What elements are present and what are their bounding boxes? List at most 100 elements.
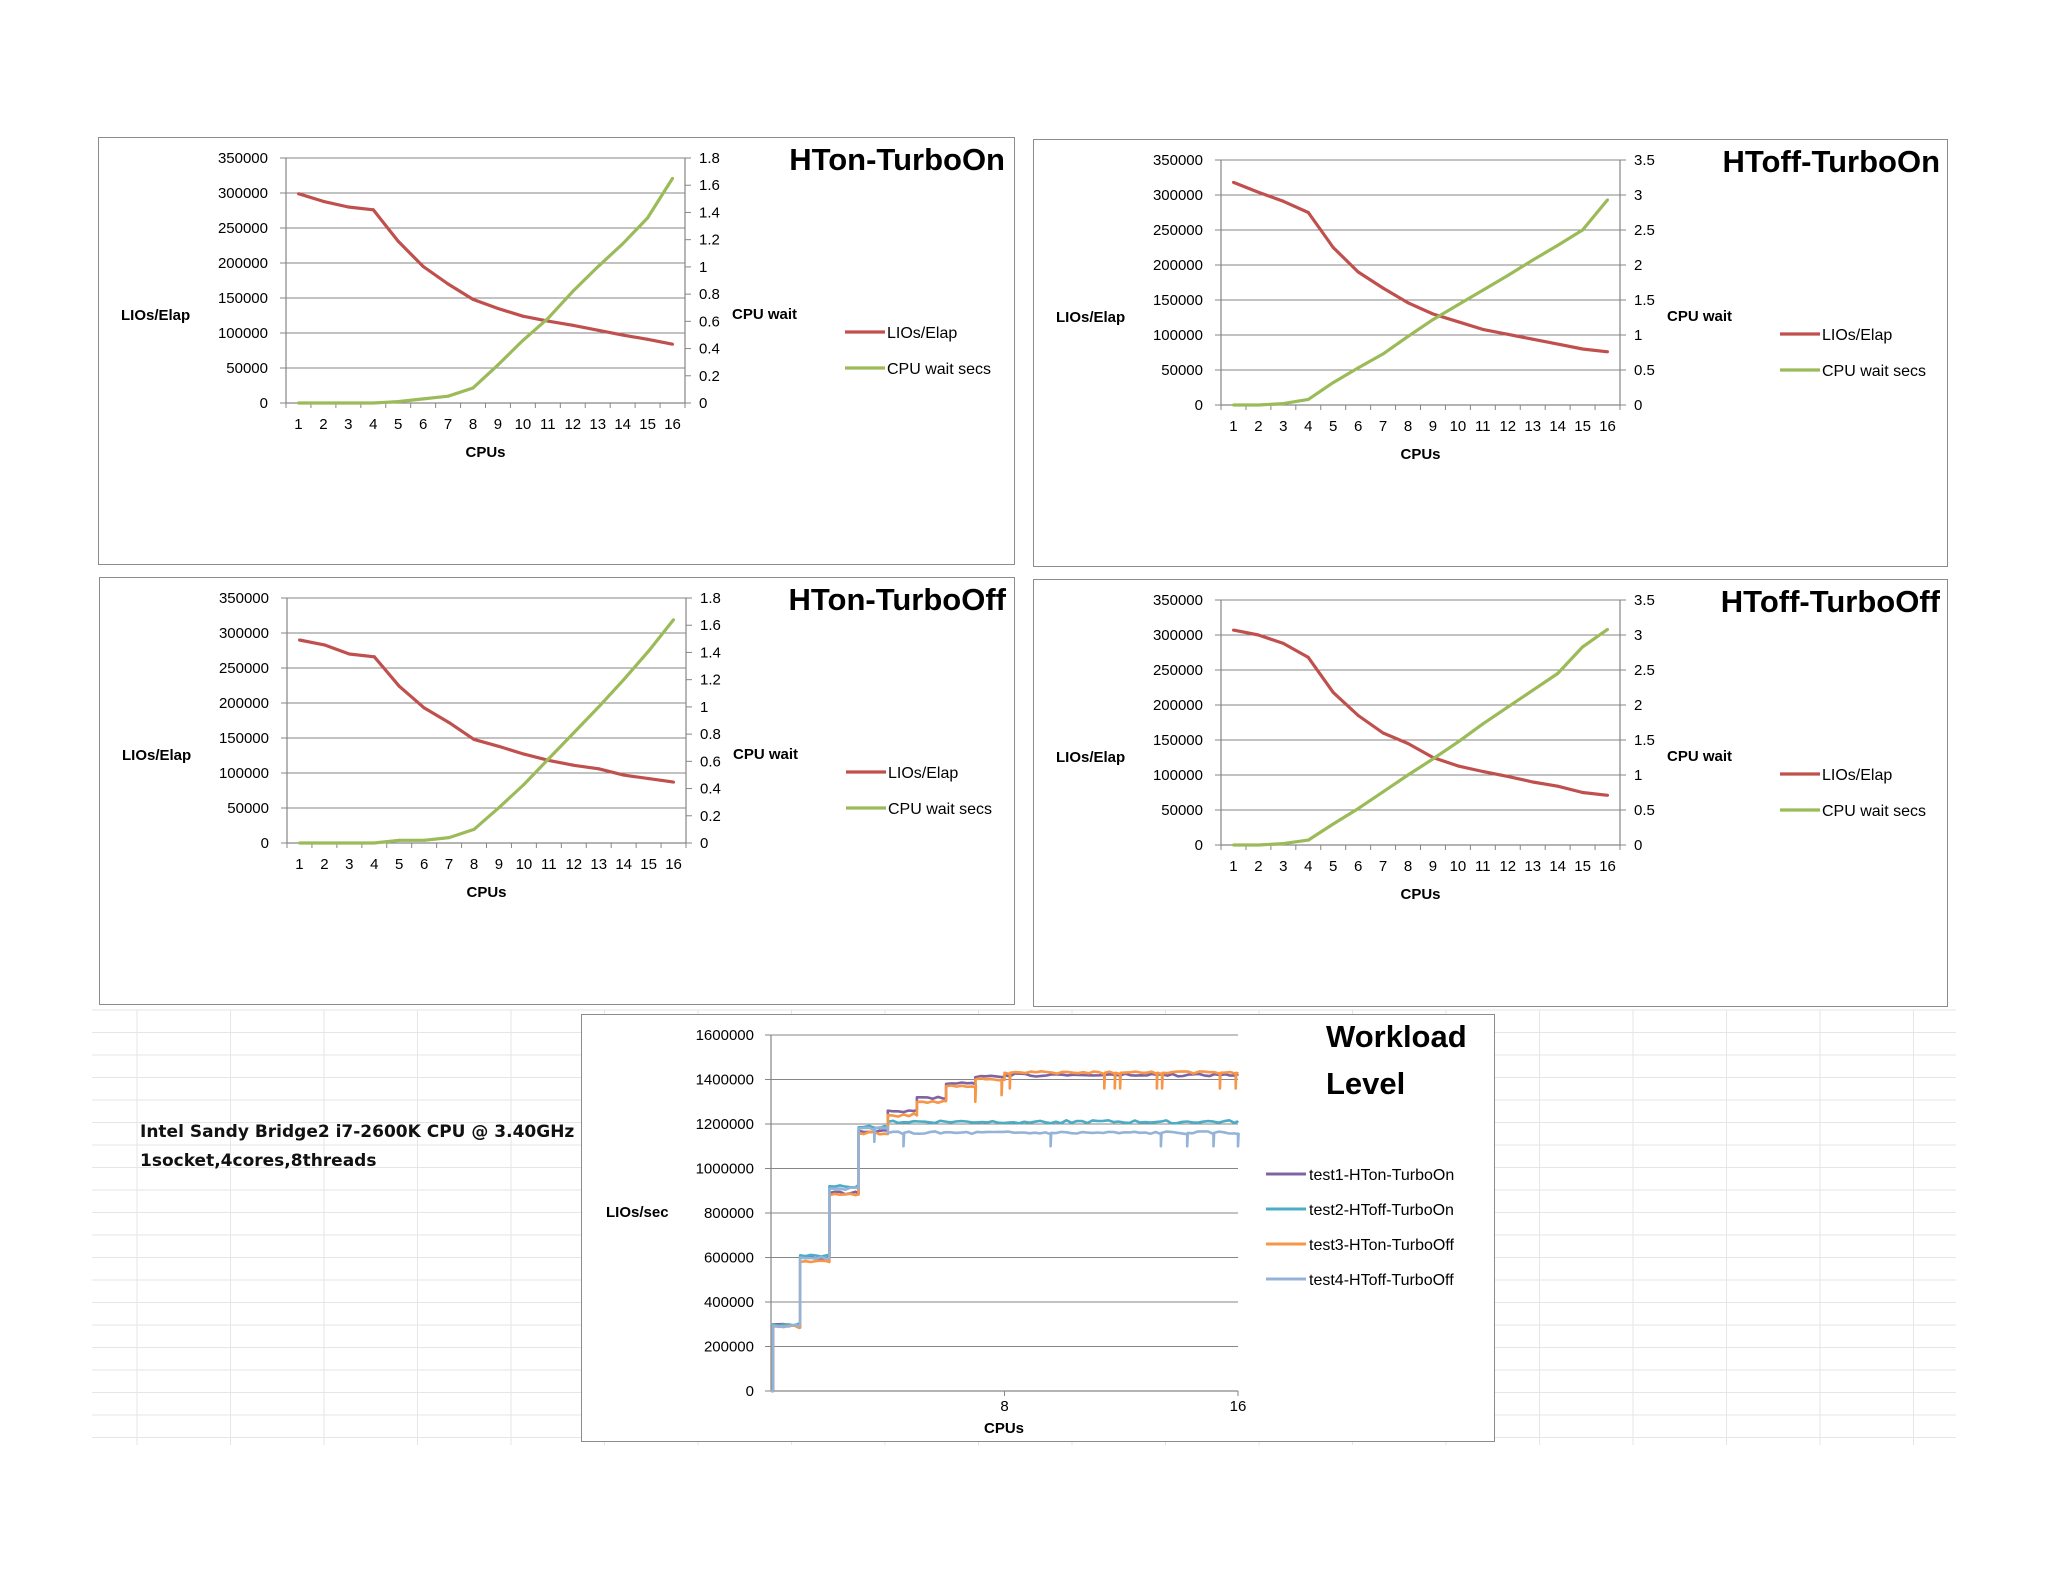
x-tick-label: 1 [1229, 418, 1237, 435]
x-tick-label: 14 [1549, 418, 1566, 435]
data-point-test3-hton-turbooff [945, 1100, 947, 1103]
chart-panel-htoff-turbooff[interactable]: 0 50000 100000 150000 200000 250000 300000 3500… [1033, 579, 1948, 1007]
data-point-cpu-wait-secs [1306, 397, 1310, 401]
y-axis-title: LIOs/Elap [1056, 309, 1125, 326]
y2-tick-label: 2 [1634, 257, 1642, 274]
y2-axis-title: CPU wait [733, 746, 798, 763]
data-point-lios-elap [1406, 301, 1410, 305]
data-point-cpu-wait-secs [447, 836, 451, 840]
y-tick-label: 200000 [219, 695, 269, 712]
data-point-lios-elap [1306, 211, 1310, 214]
cpu-info-line-2: 1socket,4cores,8threads [140, 1151, 377, 1171]
data-point-lios-elap [1381, 286, 1385, 290]
y-tick-label: 200000 [1153, 257, 1203, 274]
data-point-cpu-wait-secs [522, 782, 526, 786]
chart-htoff-turboon: 0500001000001500002000002500003000003500… [1056, 144, 1940, 463]
data-point-cpu-wait-secs [622, 678, 626, 682]
data-point-lios-elap [1281, 641, 1285, 645]
data-point-lios-elap [647, 777, 651, 781]
data-point-lios-elap [1381, 731, 1385, 735]
data-point-lios-elap [1356, 714, 1360, 717]
data-point-cpu-wait-secs [1531, 688, 1535, 692]
data-point-cpu-wait-secs [1281, 402, 1285, 406]
x-tick-label: 6 [1354, 418, 1362, 435]
data-point-lios-elap [671, 342, 675, 346]
data-point-cpu-wait-secs [671, 176, 675, 180]
data-point-cpu-wait-secs [1281, 842, 1285, 846]
chart-panel-workload-level[interactable]: 0 200000 400000 600000 800000 1000000 1200000 1… [581, 1014, 1495, 1442]
chart-panel-htoff-turboon[interactable]: 0 50000 100000 150000 200000 250000 300000 3500… [1033, 139, 1948, 567]
data-point-cpu-wait-secs [1556, 672, 1560, 675]
y2-tick-label: 1 [1634, 327, 1642, 344]
data-point-test3-hton-turbooff [828, 1261, 831, 1263]
data-point-cpu-wait-secs [1506, 274, 1510, 277]
data-point-lios-elap [471, 297, 475, 301]
y2-tick-label: 0.6 [699, 313, 720, 330]
data-point-cpu-wait-secs [1481, 288, 1485, 292]
legend-label-test1-hton-turboon: test1-HTon-TurboOn [1309, 1167, 1454, 1184]
y-tick-label: 150000 [1153, 292, 1203, 309]
data-point-cpu-wait-secs [1431, 757, 1435, 761]
data-point-lios-elap [1231, 628, 1235, 632]
y2-tick-label: 1.6 [699, 177, 720, 194]
data-point-cpu-wait-secs [596, 265, 600, 269]
data-point-lios-elap [596, 328, 600, 332]
y2-tick-label: 1.5 [1634, 732, 1655, 749]
x-tick-label: 14 [1549, 858, 1566, 875]
x-tick-label: 5 [1329, 418, 1337, 435]
legend-label-test3-hton-turbooff: test3-HTon-TurboOff [1309, 1237, 1455, 1254]
y2-tick-label: 1.6 [700, 617, 721, 634]
y-tick-label: 350000 [218, 150, 268, 167]
x-tick-label: 10 [515, 416, 532, 433]
x-tick-label: 6 [420, 856, 428, 873]
y2-tick-label: 3 [1634, 627, 1642, 644]
data-point-test3-hton-turbooff [857, 1194, 860, 1196]
y2-tick-label: 0 [1634, 397, 1642, 414]
y-tick-label: 350000 [1153, 152, 1203, 169]
x-tick-label: 9 [494, 416, 502, 433]
y2-tick-label: 0.4 [700, 781, 721, 798]
data-point-cpu-wait-secs [296, 401, 300, 405]
data-point-cpu-wait-secs [321, 401, 325, 405]
data-point-lios-elap [1431, 312, 1435, 316]
data-point-cpu-wait-secs [597, 705, 601, 709]
y-axis-title: LIOs/Elap [1056, 749, 1125, 766]
y-tick-label: 200000 [1153, 697, 1203, 714]
data-point-lios-elap [1481, 327, 1485, 331]
y-tick-label: 150000 [218, 290, 268, 307]
series-line-test4-htoff-turbooff [771, 1125, 1240, 1393]
y2-axis-title: CPU wait [1667, 308, 1732, 325]
data-point-lios-elap [372, 655, 376, 659]
series-line-lios-elap [1233, 628, 1608, 797]
data-point-cpu-wait-secs [672, 618, 676, 622]
x-tick-label: 16 [1599, 418, 1616, 435]
data-point-lios-elap [1481, 770, 1485, 773]
y-tick-label: 0 [1195, 397, 1203, 414]
data-point-lios-elap [1531, 337, 1535, 341]
data-point-lios-elap [597, 767, 601, 771]
series-line-test3-hton-turbooff [771, 1070, 1239, 1393]
y-tick-label: 250000 [1153, 222, 1203, 239]
y2-tick-label: 0 [700, 835, 708, 852]
y2-tick-label: 0 [1634, 837, 1642, 854]
series-line-lios-elap [298, 192, 673, 346]
data-point-cpu-wait-secs [446, 394, 450, 398]
x-tick-label: 13 [590, 856, 607, 873]
legend-label-test2-htoff-turboon: test2-HToff-TurboOn [1309, 1202, 1454, 1219]
y-tick-label: 0 [1195, 837, 1203, 854]
data-point-lios-elap [321, 199, 325, 203]
x-tick-label: 5 [1329, 858, 1337, 875]
y2-tick-label: 0.4 [699, 341, 720, 358]
data-point-lios-elap [621, 333, 625, 337]
data-point-test3-hton-turbooff [974, 1085, 977, 1087]
data-point-test4-htoff-turbooff [886, 1127, 889, 1130]
data-point-lios-elap [1256, 633, 1260, 637]
chart-panel-hton-turboon[interactable]: 0 50000 100000 150000 200000 250000 300000 3500… [98, 137, 1015, 565]
y-tick-label: 350000 [219, 590, 269, 607]
data-point-lios-elap [347, 652, 351, 656]
data-point-test3-hton-turbooff [1003, 1078, 1006, 1081]
data-point-lios-elap [296, 192, 300, 196]
data-point-cpu-wait-secs [322, 841, 326, 845]
y-tick-label: 250000 [218, 220, 268, 237]
chart-panel-hton-turbooff[interactable]: 0 50000 100000 150000 200000 250000 300000 3500… [99, 577, 1015, 1005]
